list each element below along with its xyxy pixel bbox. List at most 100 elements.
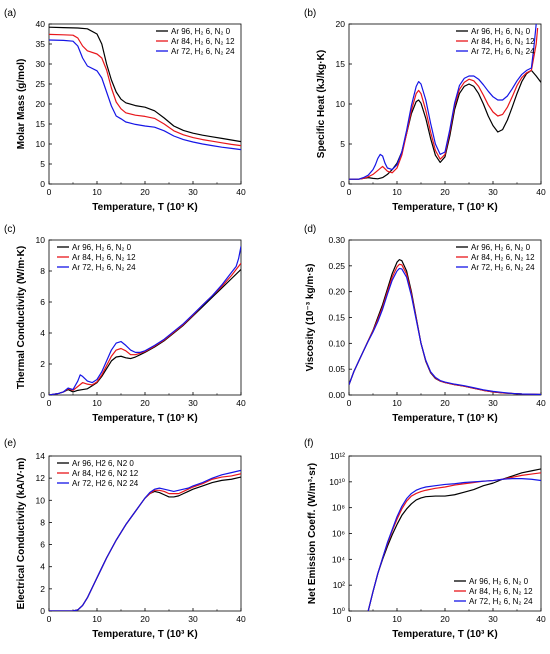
x-tick-label: 40 (536, 398, 546, 408)
legend-entry: Ar 84, H₂ 6, N₂ 12 (471, 253, 535, 262)
legend-entry: Ar 96, H₂ 6, N₂ 0 (471, 243, 531, 252)
legend-entry: Ar 72, H₂ 6, N₂ 24 (471, 263, 535, 272)
y-axis-label: Electrical Conductivity (kA/V·m) (16, 458, 27, 610)
panel-f: (f) 0 10 20 30 40 10⁰ 10² 10⁴ 10⁶ 10⁸ 10¹⁰ 10¹² Tempe… (304, 438, 546, 640)
series-line-1 (49, 476, 241, 611)
x-tick-label: 0 (47, 614, 52, 624)
series-line-3 (367, 478, 541, 611)
y-tick-label: 10¹² (330, 451, 345, 461)
series-line-1 (49, 269, 241, 395)
x-tick-label: 40 (536, 187, 546, 197)
x-axis-label: Temperature, T (10³ K) (392, 202, 497, 213)
series-line-2 (349, 27, 539, 180)
legend-entry: Ar 84, H2 6, N2 12 (72, 469, 139, 478)
x-tick-label: 0 (347, 187, 352, 197)
y-tick-label: 2 (40, 359, 45, 369)
x-tick-label: 0 (347, 398, 352, 408)
y-tick-label: 6 (40, 297, 45, 307)
panel-tag: (d) (304, 224, 316, 235)
x-tick-label: 20 (440, 614, 450, 624)
x-tick-label: 40 (236, 187, 246, 197)
x-tick-label: 10 (92, 614, 102, 624)
series-line-3 (49, 39, 241, 151)
x-tick-label: 30 (188, 614, 198, 624)
y-tick-label: 0 (40, 606, 45, 616)
legend-entry: Ar 96, H₂ 6, N₂ 0 (469, 577, 529, 586)
x-axis-label: Temperature, T (10³ K) (392, 413, 497, 424)
y-tick-label: 10 (36, 139, 46, 149)
x-tick-label: 20 (140, 614, 150, 624)
y-tick-label: 0.30 (328, 235, 345, 245)
panel-c: (c) 0 10 20 30 40 0 2 4 6 8 10 Temperature, T (10³ K… (4, 224, 246, 424)
y-tick-label: 10⁴ (332, 554, 345, 564)
series-line-3 (349, 24, 537, 180)
y-tick-label: 0.00 (328, 390, 345, 400)
y-axis-label: Specific Heat (kJ/kg·K) (316, 50, 327, 158)
legend-entry: Ar 96, H2 6, N2 0 (72, 459, 134, 468)
series-line-1 (349, 69, 541, 180)
y-tick-label: 15 (336, 59, 346, 69)
legend-entry: Ar 84, H₂ 6, N₂ 12 (469, 587, 533, 596)
y-tick-label: 10¹⁰ (329, 477, 345, 487)
x-tick-label: 10 (92, 187, 102, 197)
y-tick-label: 40 (36, 19, 46, 29)
series-line-3 (49, 469, 241, 611)
y-tick-label: 10 (36, 235, 46, 245)
y-axis-label: Viscosity (10⁻³ kg/m·s) (305, 264, 316, 372)
legend-entry: Ar 96, H₂ 6, N₂ 0 (471, 27, 531, 36)
x-tick-label: 30 (188, 187, 198, 197)
panel-tag: (f) (304, 438, 313, 449)
x-axis-label: Temperature, T (10³ K) (92, 413, 197, 424)
y-tick-label: 10 (36, 495, 46, 505)
panel-tag: (c) (4, 224, 16, 235)
panel-tag: (b) (304, 8, 316, 19)
y-tick-label: 10² (333, 580, 345, 590)
series-line-1 (349, 259, 541, 395)
legend-entry: Ar 84, H₂ 6, N₂ 12 (471, 37, 535, 46)
legend-entry: Ar 84, H₂ 6, N₂ 12 (171, 37, 235, 46)
y-axis-label: Thermal Conductivity (W/m·K) (16, 246, 27, 389)
series-line-2 (49, 473, 241, 611)
series-line-2 (49, 262, 241, 395)
y-tick-label: 0.15 (328, 313, 345, 323)
series-line-3 (349, 267, 541, 395)
x-tick-label: 30 (488, 398, 498, 408)
y-tick-label: 8 (40, 517, 45, 527)
x-axis-label: Temperature, T (10³ K) (92, 629, 197, 640)
y-tick-label: 2 (40, 584, 45, 594)
x-tick-label: 20 (140, 187, 150, 197)
x-tick-label: 10 (392, 398, 402, 408)
series-line-2 (349, 263, 541, 395)
x-tick-label: 20 (440, 187, 450, 197)
y-tick-label: 14 (36, 451, 46, 461)
panel-e: (e) 0 10 20 30 40 0 2 4 6 8 10 12 14 Temperature, T (1… (4, 438, 246, 640)
x-tick-label: 30 (488, 614, 498, 624)
y-axis-label: Net Emission Coeff. (W/m³·sr) (307, 463, 318, 604)
y-tick-label: 0.05 (328, 364, 345, 374)
legend-entry: Ar 72, H₂ 6, N₂ 24 (171, 47, 235, 56)
x-tick-label: 0 (47, 398, 52, 408)
y-tick-label: 25 (36, 79, 46, 89)
legend-entry: Ar 84, H₂ 6, N₂ 12 (72, 253, 136, 262)
x-tick-label: 40 (236, 398, 246, 408)
x-tick-label: 20 (440, 398, 450, 408)
y-tick-label: 10⁰ (332, 606, 345, 616)
x-tick-label: 30 (488, 187, 498, 197)
y-tick-label: 5 (40, 159, 45, 169)
legend-entry: Ar 72, H2 6, N2 24 (72, 479, 139, 488)
x-tick-label: 20 (140, 398, 150, 408)
x-tick-label: 0 (47, 187, 52, 197)
x-tick-label: 40 (236, 614, 246, 624)
x-tick-label: 30 (188, 398, 198, 408)
y-tick-label: 20 (336, 19, 346, 29)
x-tick-label: 10 (392, 187, 402, 197)
y-tick-label: 0.10 (328, 338, 345, 348)
y-tick-label: 10⁶ (332, 529, 345, 539)
legend-entry: Ar 96, H₂ 6, N₂ 0 (171, 27, 231, 36)
y-tick-label: 4 (40, 562, 45, 572)
legend-entry: Ar 72, H₂ 6, N₂ 24 (72, 263, 136, 272)
y-tick-label: 20 (36, 99, 46, 109)
y-tick-label: 15 (36, 119, 46, 129)
y-tick-label: 8 (40, 266, 45, 276)
